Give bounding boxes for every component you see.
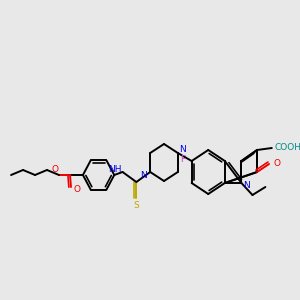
Text: N: N xyxy=(179,146,186,154)
Text: O: O xyxy=(74,184,81,194)
Text: F: F xyxy=(180,154,185,164)
Text: COOH: COOH xyxy=(275,143,300,152)
Text: O: O xyxy=(52,166,59,175)
Text: N: N xyxy=(243,181,249,190)
Text: N: N xyxy=(140,170,147,179)
Text: NH: NH xyxy=(108,164,122,173)
Text: S: S xyxy=(134,200,139,209)
Text: O: O xyxy=(274,158,281,167)
